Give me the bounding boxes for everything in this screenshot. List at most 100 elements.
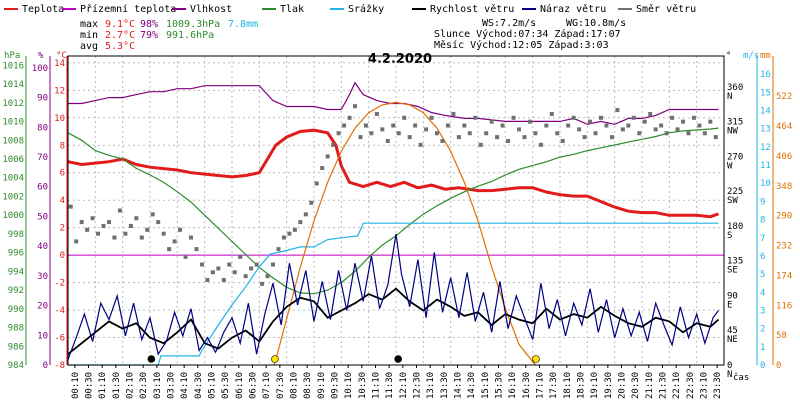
unit-pct: % [38, 51, 44, 61]
axis-hpa-tick: 1000 [2, 211, 24, 221]
x-tick-label: 21:30 [659, 372, 669, 399]
wind-direction-point [670, 115, 675, 120]
stat-wind-speed: WS:7.2m/s [482, 18, 536, 29]
wind-direction-point [582, 135, 587, 140]
x-tick-label: 14:30 [467, 372, 477, 399]
wind-direction-point [620, 127, 625, 132]
x-tick-label: 07:10 [262, 372, 272, 399]
wind-direction-point [599, 115, 603, 120]
x-tick-label: 23:10 [700, 372, 710, 399]
series-line-n-raz-v-tru [67, 234, 719, 360]
wind-direction-point [527, 119, 532, 124]
axis-deg-tick: 360 [727, 83, 743, 93]
wind-direction-point [210, 270, 215, 275]
axis-deg-dir: E [727, 300, 732, 310]
axis-mm-tick: 406 [776, 152, 792, 162]
wind-direction-point [167, 247, 172, 252]
x-tick-label: 16:10 [508, 372, 518, 399]
wind-direction-point [588, 119, 593, 124]
wind-direction-point [298, 220, 303, 225]
legend-label: Směr větru [636, 3, 696, 15]
wind-direction-point [549, 111, 554, 116]
axis-hpa-tick: 990 [8, 305, 24, 315]
axis-pct-tick: 60 [37, 183, 48, 193]
legend-label: Srážky [348, 3, 384, 15]
x-tick-label: 10:10 [344, 372, 354, 399]
wind-direction-point [577, 127, 582, 132]
axis-deg-dir: W [727, 161, 733, 171]
x-tick-label: 19:10 [590, 372, 600, 399]
wind-direction-point [238, 254, 243, 259]
wind-direction-point [609, 135, 614, 140]
axis-ms-tick: 15 [760, 88, 771, 98]
wind-direction-point [90, 216, 95, 221]
axis-degc-tick: -8 [54, 361, 65, 371]
axis-pct-tick: 90 [37, 94, 48, 104]
series-line-sun [273, 101, 536, 366]
wind-direction-point [79, 220, 84, 225]
unit-degc: °C [56, 51, 67, 61]
axis-hpa-tick: 1006 [2, 155, 24, 165]
wind-direction-point [522, 135, 527, 140]
axis-mm-tick: 522 [776, 92, 792, 102]
wind-direction-point [363, 123, 368, 128]
wind-direction-point [221, 278, 226, 283]
wind-direction-point [178, 227, 183, 232]
axis-pct-tick: 10 [37, 331, 48, 341]
plot-area [67, 56, 724, 366]
stat-sun-times: Slunce Východ:07:34 Západ:17:07 [434, 28, 621, 40]
wind-direction-point [418, 142, 423, 147]
wind-direction-point [358, 135, 363, 140]
stat-moon-times: Měsíc Východ:12:05 Západ:3:03 [434, 39, 609, 51]
wind-direction-point [675, 127, 680, 132]
wind-direction-point [145, 227, 150, 232]
axis-deg-tick: 90 [727, 291, 738, 301]
wind-direction-point [150, 212, 155, 217]
axis-pct-tick: 100 [32, 64, 48, 74]
x-tick-label: 07:30 [276, 372, 286, 399]
wind-direction-point [265, 274, 270, 279]
wind-direction-point [331, 142, 336, 147]
wind-direction-point [101, 223, 106, 228]
wind-direction-point [538, 142, 543, 147]
axis-mm-tick: 348 [776, 182, 792, 192]
wind-direction-point [691, 115, 696, 120]
wind-direction-point [637, 131, 642, 136]
x-tick-label: 10:30 [358, 372, 368, 399]
wind-direction-point [325, 154, 330, 159]
wind-direction-point [353, 104, 357, 109]
x-tick-label: 06:10 [235, 372, 245, 399]
stat-max-label: max [80, 19, 98, 30]
axis-ms-tick: 4 [760, 288, 765, 298]
wind-direction-point [139, 235, 144, 240]
unit-time: čas [733, 372, 749, 383]
axis-deg-tick: 315 [727, 118, 743, 128]
x-tick-label: 01:30 [112, 372, 122, 399]
x-tick-label: 15:30 [495, 372, 505, 399]
axis-degc-tick: 2 [60, 224, 65, 234]
axis-hpa-tick: 1016 [2, 61, 24, 71]
wind-direction-point [533, 131, 538, 136]
wind-direction-point [713, 135, 718, 140]
legend-label: Teplota [22, 4, 64, 15]
legend-label: Náraz větru [540, 3, 606, 15]
wind-direction-point [697, 123, 702, 128]
axis-hpa-tick: 1014 [2, 80, 24, 90]
wind-direction-point [85, 227, 90, 232]
stat-avg-label: avg [80, 41, 98, 52]
wind-direction-point [271, 262, 275, 267]
axis-deg-tick: 180 [727, 222, 743, 232]
wind-direction-point [156, 220, 161, 225]
wind-direction-point [189, 235, 193, 240]
wind-direction-point [544, 123, 549, 128]
x-tick-label: 14:10 [454, 372, 464, 399]
axis-mm-tick: 232 [776, 242, 792, 252]
axis-deg-tick: 0 [727, 361, 732, 371]
wind-direction-point [511, 115, 516, 120]
wind-direction-point [254, 262, 259, 267]
x-tick-label: 08:10 [290, 372, 300, 399]
x-tick-label: 17:10 [536, 372, 546, 399]
wind-direction-point [249, 266, 254, 271]
x-tick-label: 03:30 [167, 372, 177, 399]
axis-mm-tick: 0 [776, 361, 781, 371]
